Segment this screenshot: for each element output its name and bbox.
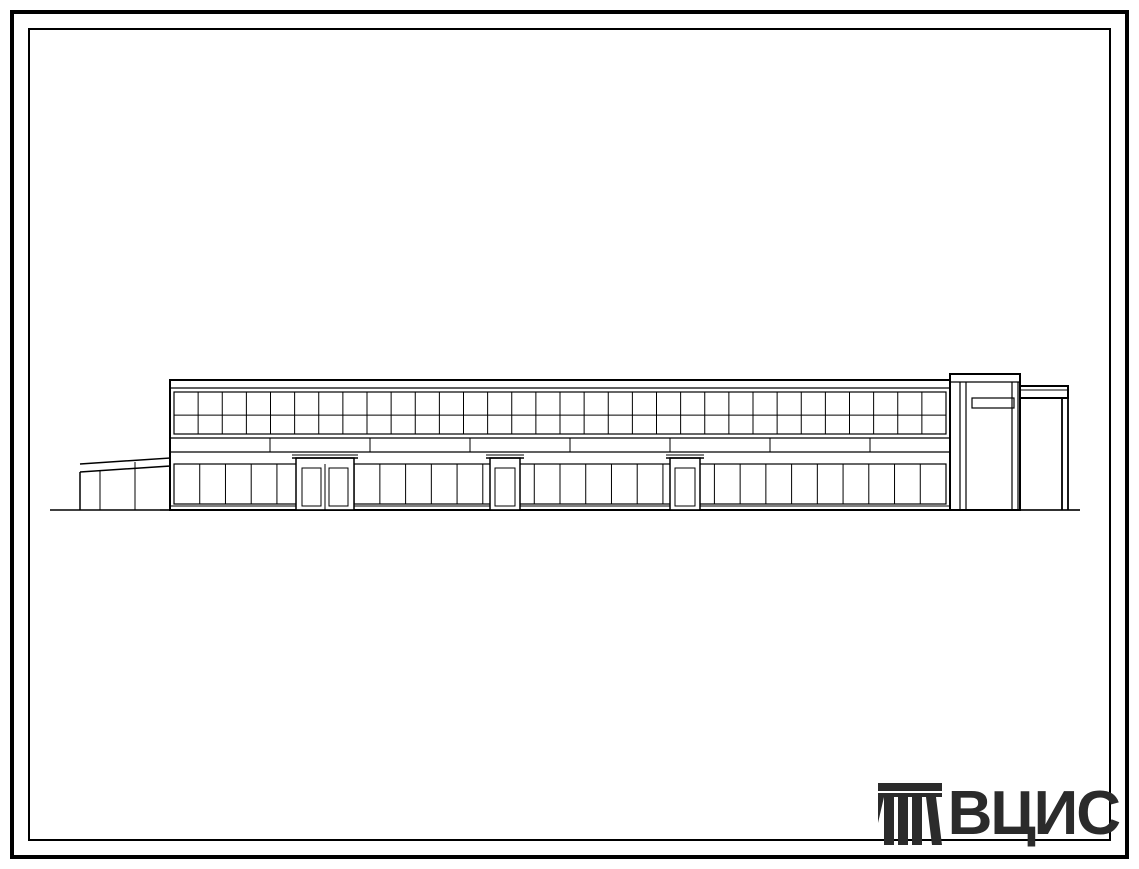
logo-icon	[878, 783, 942, 845]
logo-text: ВЦИС	[948, 778, 1119, 849]
building-elevation	[0, 0, 1139, 869]
logo: ВЦИС	[878, 778, 1119, 849]
